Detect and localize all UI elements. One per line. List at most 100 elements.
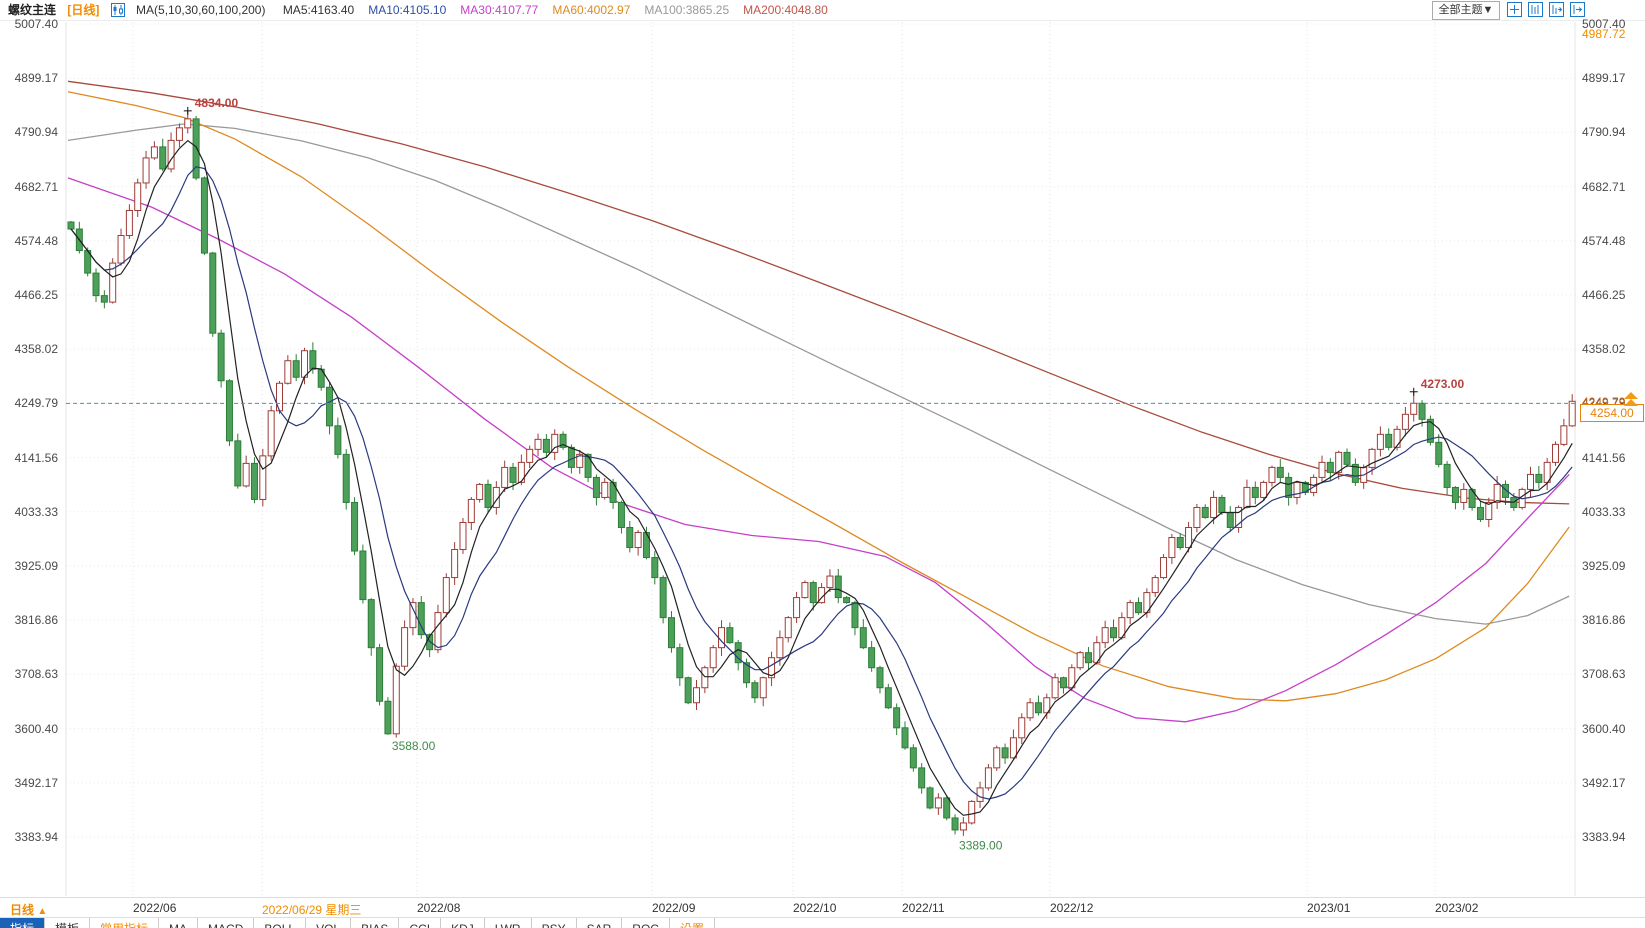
expand-chart-icon[interactable]	[1549, 2, 1564, 17]
toolbar-tab-常用指标[interactable]: 常用指标	[90, 918, 160, 928]
candle-body	[542, 438, 550, 453]
candle-body	[1568, 400, 1576, 427]
candle-body	[459, 521, 467, 551]
price-tick-label: 4790.94	[14, 125, 58, 140]
candle-body	[968, 800, 976, 824]
candle-body	[534, 438, 542, 450]
candle-body	[843, 597, 851, 604]
ma-line-ma30	[67, 177, 1570, 723]
crosshair-icon[interactable]	[1507, 2, 1522, 17]
compress-chart-icon[interactable]	[1528, 2, 1543, 17]
all-themes-button[interactable]: 全部主题▼	[1432, 1, 1500, 20]
candle-body	[1443, 463, 1451, 488]
candle-body	[142, 157, 150, 184]
candle-body	[993, 747, 1001, 769]
toolbar-tab-模板[interactable]: 模板	[45, 918, 91, 928]
candle-body	[1026, 702, 1034, 719]
candle-body	[301, 350, 309, 378]
toolbar-tab-LWR[interactable]: LWR	[485, 918, 532, 928]
date-label: 2022/10	[793, 901, 837, 915]
candle-body	[809, 582, 817, 604]
candle-body	[1476, 506, 1484, 520]
candle-body	[209, 252, 217, 334]
toolbar-tab-SAR[interactable]: SAR	[577, 918, 623, 928]
price-tick-label: 3708.63	[14, 667, 58, 682]
candle-body	[1176, 537, 1184, 549]
candle-body	[351, 501, 359, 552]
candle-body	[1185, 526, 1193, 549]
indicator-toolbar: 指标模板常用指标MAMACDBOLLVOLBIASCCIKDJLWRPSYSAR…	[0, 917, 1645, 928]
candle-body	[1251, 486, 1259, 498]
ma-line-ma100	[67, 123, 1570, 625]
candle-body	[1059, 677, 1067, 689]
candle-body	[334, 425, 342, 455]
selected-date-label: 2022/06/29 星期三	[262, 903, 362, 917]
candle-body	[567, 446, 575, 468]
date-label: 2022/11	[902, 901, 945, 915]
candle-body	[776, 637, 784, 659]
price-annotation: 3588.00	[392, 739, 436, 753]
candle-body	[826, 575, 834, 589]
candle-body	[859, 627, 867, 649]
toolbar-tab-KDJ[interactable]: KDJ	[441, 918, 485, 928]
toolbar-tab-BOLL[interactable]: BOLL	[254, 918, 307, 928]
candle-body	[492, 486, 500, 508]
candle-body	[200, 177, 208, 254]
candle-body	[1226, 511, 1234, 528]
candle-body	[192, 118, 200, 179]
toolbar-tab-VOL[interactable]: VOL	[306, 918, 352, 928]
candle-body	[743, 662, 751, 684]
toolbar-tab-BIAS[interactable]: BIAS	[351, 918, 400, 928]
candle-body	[851, 602, 859, 629]
price-tick-label: 4358.02	[1582, 342, 1626, 357]
candle-body	[1051, 677, 1059, 699]
candle-body	[309, 350, 317, 370]
candle-body	[1318, 461, 1326, 478]
candle-body	[517, 461, 525, 483]
candle-body	[701, 667, 709, 689]
candle-body	[901, 727, 909, 749]
ma-group-label: MA(5,10,30,60,100,200)	[136, 3, 266, 17]
candle-body	[909, 747, 917, 769]
price-tick-label: 4574.48	[14, 233, 58, 248]
period-selector[interactable]: 日线 ▲	[10, 903, 48, 917]
candle-body	[926, 787, 934, 809]
candle-body	[1501, 483, 1509, 498]
price-tick-label: 4899.17	[1582, 71, 1626, 86]
page-forward-icon[interactable]	[1570, 2, 1585, 17]
toolbar-tab-PSY[interactable]: PSY	[532, 918, 577, 928]
ma-line-ma200	[67, 80, 1570, 505]
candle-body	[884, 687, 892, 709]
candle-body	[1018, 717, 1026, 739]
candle-body	[167, 139, 175, 170]
toolbar-tab-CCI[interactable]: CCI	[399, 918, 442, 928]
price-tick-label: 5007.40	[1582, 17, 1626, 31]
candle-body	[868, 647, 876, 669]
candle-body	[501, 466, 509, 488]
candle-body	[759, 677, 767, 699]
toolbar-tab-MACD[interactable]: MACD	[198, 918, 255, 928]
date-axis-row: 日线 ▲ 2022/06 2022/06/29 星期三 2022/08 2022/09…	[0, 897, 1645, 918]
candle-body	[342, 453, 350, 503]
ma-line-ma5	[70, 139, 1573, 816]
candle-body	[617, 501, 625, 528]
price-annotation: 3389.00	[959, 838, 1003, 852]
candle-body	[1243, 486, 1251, 508]
kline-chart-icon	[110, 3, 125, 23]
toolbar-tab-设置[interactable]: 设置	[670, 918, 715, 928]
ma-line-ma10	[70, 166, 1573, 800]
price-tick-label: 4682.71	[1582, 179, 1626, 194]
price-tick-label: 4466.25	[1582, 287, 1626, 302]
candle-body	[801, 582, 809, 599]
candle-body	[1351, 463, 1359, 483]
candle-body	[434, 612, 442, 651]
candle-body	[876, 667, 884, 689]
candle-body	[726, 627, 734, 644]
toolbar-tab-ROC[interactable]: ROC	[622, 918, 670, 928]
toolbar-tab-MA[interactable]: MA	[159, 918, 199, 928]
candle-body	[1110, 627, 1117, 639]
chart-header: 螺纹主连 [日线] MA(5,10,30,60,100,200) MA5:416…	[0, 0, 1645, 21]
candle-body	[1285, 476, 1293, 498]
toolbar-tab-指标[interactable]: 指标	[0, 918, 46, 928]
